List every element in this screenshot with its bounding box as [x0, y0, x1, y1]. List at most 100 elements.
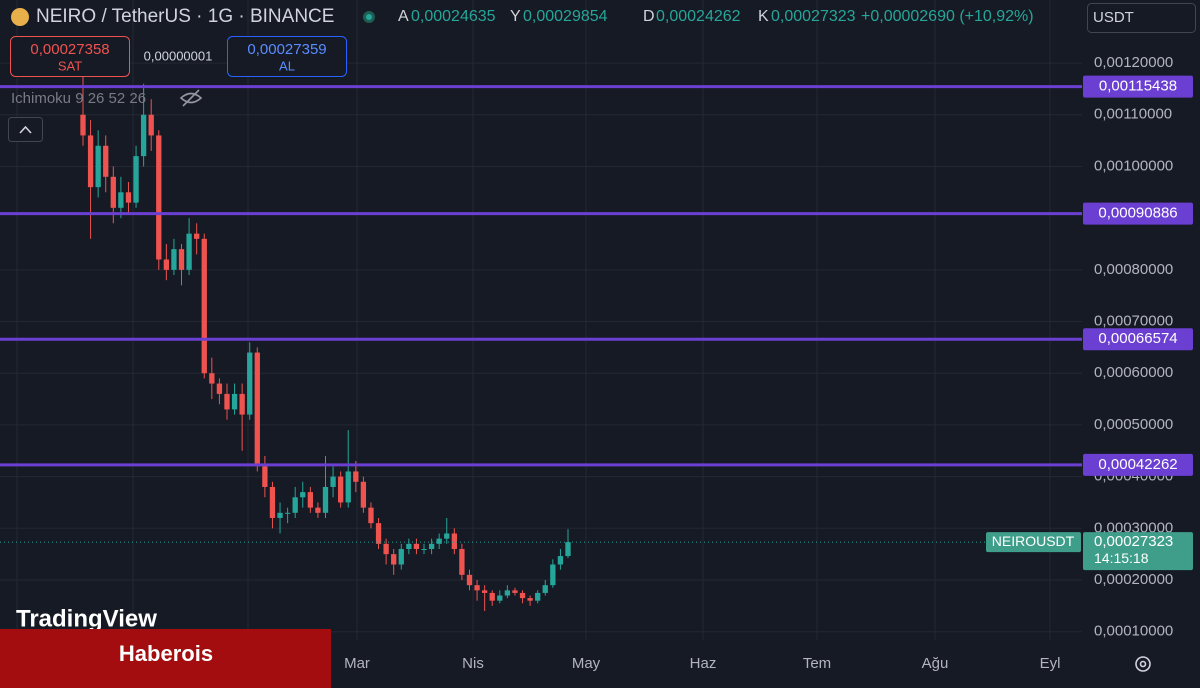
y-tick-label: 0,00010000 [1094, 623, 1173, 640]
level-label-box [1083, 202, 1193, 225]
candle-body [262, 466, 268, 487]
y-tick-label: 0,00080000 [1094, 261, 1173, 278]
candle-body [80, 114, 86, 136]
x-tick-label: Tem [803, 655, 831, 672]
x-tick-label: Eyl [1040, 655, 1061, 672]
hide-icon[interactable] [179, 89, 203, 107]
x-tick-label: May [572, 655, 601, 672]
eye-slash[interactable] [182, 89, 200, 107]
candle-body [315, 507, 321, 513]
price-symbol: NEIROUSDT [992, 533, 1075, 549]
candle-body [125, 192, 132, 203]
candle-body [330, 476, 336, 487]
candle-body [103, 145, 109, 177]
candle-body [110, 176, 116, 208]
candle-body [474, 585, 480, 591]
candle-body [451, 533, 457, 549]
ohlc: A 0,00024635 Y 0,00029854 D 0,00024262 K 0,0002… [398, 8, 856, 25]
symbol-icon [11, 8, 29, 26]
candle-body [353, 471, 359, 482]
candle-body [338, 476, 344, 503]
level-label: 0,00115438 [1099, 78, 1177, 95]
sell-label[interactable]: SAT [58, 58, 82, 73]
ohlc-value: 0,00024262 [656, 8, 741, 25]
gear[interactable] [1135, 656, 1151, 672]
candle-body [209, 373, 215, 384]
y-tick-label: 0,00030000 [1094, 519, 1173, 536]
collapse-button[interactable] [8, 117, 43, 142]
y-tick-label: 0,00060000 [1094, 364, 1173, 381]
candle-body [292, 497, 298, 513]
level-label-box [1083, 75, 1193, 98]
gear-center[interactable] [1139, 660, 1147, 668]
candle-body [512, 590, 518, 593]
collapse-icon[interactable] [19, 125, 32, 134]
level-label: 0,00090886 [1098, 205, 1177, 222]
candle-body [375, 523, 382, 544]
candle-body [406, 543, 412, 549]
candle-body [481, 590, 488, 593]
sell-button[interactable] [10, 36, 130, 77]
level-label-box [1083, 328, 1193, 351]
ohlc-letter: K [758, 8, 769, 25]
candle-body [216, 383, 223, 394]
ohlc-value: 0,00029854 [523, 8, 608, 25]
candle-body [148, 114, 154, 136]
currency[interactable]: USDT [1093, 9, 1134, 26]
candle-body [459, 548, 465, 575]
price-countdown: 14:15:18 [1094, 550, 1149, 566]
x-tick-label: Haz [690, 655, 717, 672]
overlay: NEIRO / TetherUS · 1G · BINANCE A 0,00024… [8, 3, 1196, 672]
candle-body [178, 249, 185, 270]
buy-label[interactable]: AL [279, 58, 295, 73]
candle-body [307, 492, 313, 508]
y-tick-label: 0,00110000 [1094, 106, 1172, 123]
candle-body [527, 598, 533, 601]
grid [0, 0, 1082, 640]
spread: 0,00000001 [144, 48, 213, 63]
market-status-dot [366, 14, 372, 20]
candle-body [224, 393, 230, 410]
candle-body [322, 486, 329, 513]
candle-body [428, 543, 435, 549]
candle-body [497, 595, 503, 601]
candle-body [489, 592, 495, 601]
buy-button[interactable] [227, 36, 347, 77]
candle-body [247, 352, 253, 415]
ohlc-letter: Y [510, 8, 521, 25]
y-tick-label: 0,00070000 [1094, 313, 1173, 330]
x-tick-label: Mar [344, 655, 370, 672]
candle-body [421, 548, 427, 550]
sell-price[interactable]: 0,00027358 [30, 41, 109, 58]
candle-body [436, 538, 442, 544]
level-label: 0,00066574 [1098, 330, 1177, 347]
candle-body [360, 481, 367, 508]
ohlc-letter: D [643, 8, 655, 25]
change: +0,00002690 (+10,92%) [861, 8, 1034, 25]
candle-body [95, 145, 101, 188]
settings-icon[interactable] [1135, 656, 1151, 672]
y-tick-label: 0,00100000 [1094, 157, 1173, 174]
candle-body [504, 590, 511, 596]
candle-body [171, 249, 177, 270]
indicator: Ichimoku 9 26 52 26 [11, 90, 146, 107]
candle-body [277, 512, 283, 518]
buy-price[interactable]: 0,00027359 [247, 41, 326, 58]
candle-body [550, 564, 556, 586]
candle-body [284, 512, 291, 514]
candle-body [413, 543, 420, 549]
candle-body [231, 393, 238, 410]
y-tick-label: 0,00050000 [1094, 416, 1173, 433]
currency-select[interactable] [1087, 3, 1196, 33]
candle-body [391, 554, 397, 565]
x-tick-label: Ağu [922, 655, 949, 672]
y-tick-label: 0,00120000 [1094, 54, 1173, 71]
candle-body [444, 533, 450, 539]
candle-body [156, 135, 162, 260]
candle-body [565, 542, 571, 557]
level-label-box [1083, 453, 1193, 476]
level-label: 0,00042262 [1098, 456, 1177, 473]
ohlc-value: 0,00027323 [771, 8, 856, 25]
